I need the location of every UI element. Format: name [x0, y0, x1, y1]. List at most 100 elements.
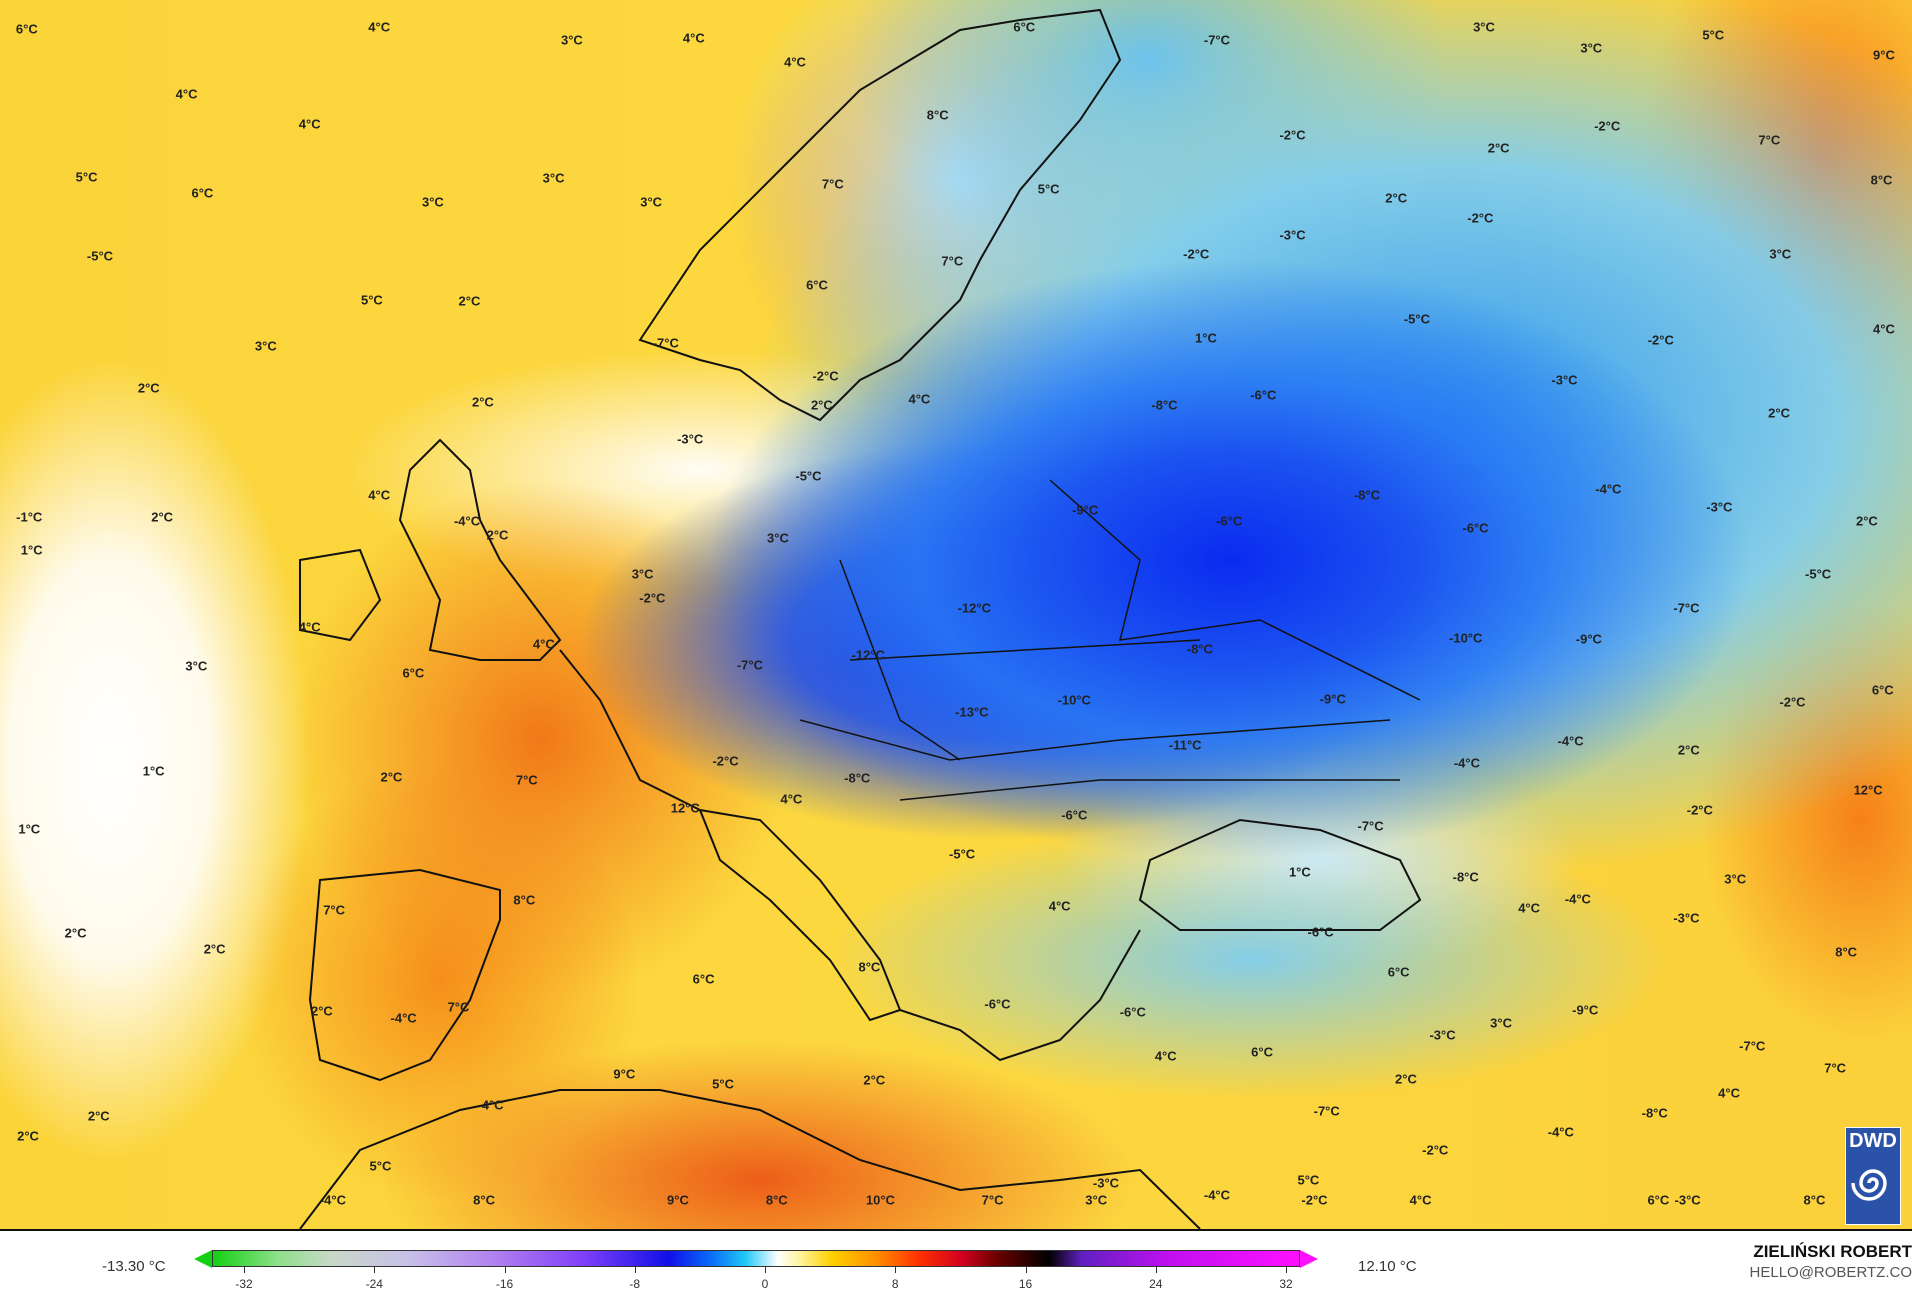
- temperature-label: 4°C: [1518, 900, 1541, 916]
- temperature-label: -3°C: [1551, 372, 1578, 388]
- colorbar-min-value: -13.30 °C: [102, 1258, 166, 1275]
- colorbar-tick-label: -24: [365, 1277, 383, 1291]
- temperature-label: 4°C: [298, 619, 321, 635]
- temperature-label: 7°C: [941, 253, 964, 269]
- temperature-label: -13°C: [955, 704, 989, 720]
- temperature-label: -4°C: [1453, 755, 1480, 771]
- temperature-label: 8°C: [1835, 944, 1858, 960]
- temperature-label: -3°C: [1092, 1175, 1120, 1191]
- temperature-label: 6°C: [15, 21, 38, 37]
- temperature-label: -2°C: [639, 590, 666, 605]
- temperature-label: 8°C: [513, 892, 536, 908]
- temperature-label: 4°C: [175, 86, 198, 102]
- temperature-label: 4°C: [1048, 898, 1071, 914]
- temperature-label: 2°C: [64, 925, 87, 941]
- temperature-label: -4°C: [1564, 891, 1591, 907]
- temperature-label: 2°C: [1768, 405, 1790, 421]
- colorbar-tick-mark: [1155, 1267, 1157, 1273]
- temperature-label: -7°C: [1313, 1103, 1340, 1119]
- colorbar-tick-mark: [1025, 1267, 1027, 1273]
- temperature-label: -12°C: [851, 647, 885, 663]
- colorbar-tick-label: -32: [235, 1277, 253, 1291]
- temperature-label: -8°C: [1353, 487, 1380, 503]
- coastline-black-sea: [1138, 818, 1422, 931]
- temperature-label: 4°C: [780, 791, 803, 807]
- temperature-label: 6°C: [1871, 682, 1894, 698]
- temperature-label: -5°C: [949, 846, 976, 862]
- temperature-label: -5°C: [1805, 566, 1832, 582]
- temperature-label: 2°C: [380, 769, 403, 785]
- colorbar-tick-label: 32: [1279, 1277, 1293, 1291]
- temperature-label: 4°C: [1873, 321, 1895, 337]
- temperature-label: -4°C: [1547, 1124, 1574, 1140]
- temperature-label: -1°C: [16, 509, 43, 525]
- temperature-label: -6°C: [1119, 1004, 1146, 1020]
- author-credit: ZIELIŃSKI ROBERT: [1753, 1242, 1912, 1261]
- temperature-label: 8°C: [765, 1192, 788, 1208]
- temperature-label: 2°C: [471, 394, 494, 410]
- temperature-label: 2°C: [1677, 742, 1700, 758]
- temperature-label: 1°C: [20, 542, 43, 558]
- temperature-label: 6°C: [806, 277, 828, 293]
- temperature-label: 3°C: [1085, 1192, 1108, 1208]
- temperature-label: -2°C: [712, 753, 739, 769]
- temperature-label: -8°C: [1186, 641, 1213, 657]
- temperature-label: 12°C: [670, 800, 700, 816]
- temperature-label: 2°C: [863, 1072, 886, 1088]
- temperature-label: -8°C: [1452, 869, 1479, 885]
- temperature-label: 4°C: [784, 54, 806, 70]
- temperature-label: 2°C: [137, 380, 160, 396]
- temperature-label: 2°C: [810, 397, 833, 413]
- colorbar-tick-label: -8: [629, 1277, 641, 1291]
- temperature-label: 5°C: [360, 292, 383, 308]
- temperature-label: 6°C: [1251, 1044, 1273, 1060]
- temperature-label: -5°C: [795, 468, 822, 484]
- coastline-britain: [398, 438, 562, 661]
- colorbar-tick-label: 0: [761, 1277, 769, 1291]
- temperature-label: 8°C: [473, 1192, 496, 1208]
- coastline-scandinavia: [638, 8, 1122, 422]
- colorbar-tick-mark: [374, 1267, 376, 1273]
- temperature-label: 4°C: [1409, 1192, 1432, 1208]
- temperature-label: -2°C: [1594, 118, 1621, 134]
- temperature-label: 5°C: [1037, 181, 1060, 197]
- temperature-label: 3°C: [1724, 871, 1747, 887]
- temperature-label: -2°C: [1183, 246, 1210, 262]
- temperature-label: -6°C: [1250, 387, 1277, 403]
- temperature-label: 3°C: [1490, 1015, 1512, 1031]
- colorbar-tick-label: -16: [495, 1277, 514, 1291]
- temperature-label: -9°C: [1319, 691, 1346, 707]
- temperature-label: -3°C: [1279, 227, 1306, 243]
- temperature-label: -12°C: [957, 600, 991, 616]
- temperature-label: 2°C: [17, 1128, 39, 1144]
- temperature-label: 3°C: [1769, 246, 1792, 262]
- temperature-label: -7°C: [1357, 818, 1384, 834]
- colorbar-high-arrow: [1300, 1250, 1318, 1268]
- temperature-label: 4°C: [481, 1097, 504, 1113]
- colorbar-tick-label: 16: [1018, 1277, 1033, 1291]
- temperature-label: 3°C: [631, 566, 654, 582]
- temperature-label: -4°C: [390, 1010, 417, 1026]
- temperature-label: -3°C: [1706, 499, 1733, 515]
- temperature-label: 7°C: [981, 1192, 1004, 1208]
- temperature-label: 3°C: [640, 194, 663, 210]
- temperature-label: 9°C: [1873, 47, 1895, 63]
- coastline-europe-south: [559, 649, 1141, 1062]
- temperature-label: -8°C: [844, 770, 871, 786]
- temperature-label: 3°C: [185, 658, 208, 674]
- temperature-label: 2°C: [151, 509, 174, 525]
- temperature-label: -9°C: [1572, 1002, 1599, 1018]
- colorbar-tick-mark: [1286, 1267, 1287, 1273]
- temperature-label: 9°C: [667, 1192, 689, 1208]
- temperature-label: 2°C: [1855, 513, 1878, 529]
- temperature-label: 2°C: [310, 1003, 333, 1019]
- colorbar-max-value: 12.10 °C: [1358, 1258, 1417, 1275]
- temperature-label: 2°C: [1487, 140, 1510, 156]
- temperature-label: -2°C: [1279, 127, 1306, 143]
- temperature-label: 4°C: [682, 30, 705, 46]
- temperature-label: -6°C: [1462, 520, 1489, 536]
- temperature-label: 3°C: [421, 194, 444, 210]
- temperature-label: 4°C: [368, 487, 391, 503]
- temperature-label: 3°C: [542, 170, 565, 186]
- temperature-label: -6°C: [1061, 807, 1088, 823]
